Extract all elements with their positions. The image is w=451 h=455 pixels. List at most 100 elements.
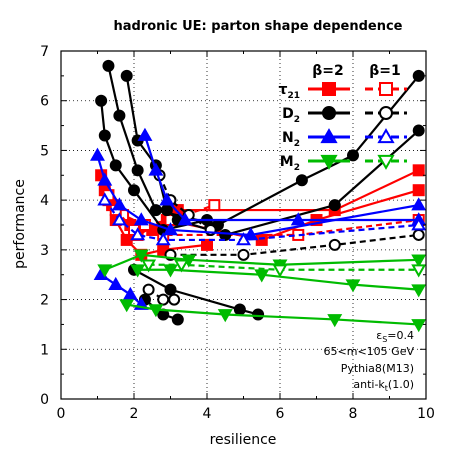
x-axis-label: resilience bbox=[210, 432, 277, 448]
legend: β=2 β=1 τ21 D2 N2 M2 bbox=[279, 63, 407, 173]
y-tick-label: 6 bbox=[40, 94, 49, 110]
y-tick-label: 2 bbox=[40, 293, 49, 309]
data-point bbox=[171, 313, 184, 326]
x-tick-label: 8 bbox=[349, 406, 358, 422]
data-point bbox=[141, 259, 157, 273]
series-line bbox=[143, 135, 419, 222]
legend-marker-filled bbox=[322, 106, 336, 120]
data-point bbox=[155, 232, 171, 246]
data-point bbox=[131, 164, 144, 177]
data-point bbox=[148, 304, 164, 318]
annotation-epsilon: εS=0.4 bbox=[376, 329, 414, 344]
data-point bbox=[102, 59, 115, 72]
data-point bbox=[411, 217, 426, 231]
legend-marker-filled bbox=[320, 154, 338, 170]
data-point bbox=[97, 192, 113, 206]
annotation-generator: Pythia8(M13) bbox=[341, 362, 414, 375]
data-point bbox=[97, 264, 113, 278]
data-point bbox=[160, 204, 173, 217]
data-point bbox=[328, 199, 341, 212]
series-19 bbox=[130, 264, 426, 298]
series-15 bbox=[93, 266, 149, 310]
y-tick-label: 0 bbox=[40, 392, 49, 408]
data-point bbox=[412, 124, 425, 137]
data-point bbox=[163, 222, 178, 236]
series-line bbox=[114, 209, 419, 237]
data-point bbox=[217, 309, 233, 323]
data-point bbox=[113, 109, 126, 122]
data-point bbox=[109, 159, 122, 172]
data-point bbox=[97, 172, 113, 186]
legend-header-beta1: β=1 bbox=[369, 63, 401, 79]
data-point bbox=[412, 228, 425, 241]
data-point bbox=[122, 286, 138, 300]
data-point bbox=[163, 264, 178, 278]
data-point bbox=[133, 212, 149, 226]
data-point bbox=[411, 284, 426, 298]
data-point bbox=[252, 308, 265, 321]
data-point bbox=[412, 184, 425, 197]
legend-header-beta2: β=2 bbox=[312, 63, 344, 79]
data-point bbox=[411, 197, 426, 211]
legend-marker-open bbox=[377, 154, 395, 170]
data-point bbox=[295, 174, 308, 187]
chart-title: hadronic UE: parton shape dependence bbox=[113, 19, 402, 34]
data-point bbox=[328, 238, 341, 251]
data-point bbox=[255, 233, 268, 246]
series-17 bbox=[97, 249, 426, 278]
annotations: εS=0.4 65<m<105 GeV Pythia8(M13) anti-kt… bbox=[324, 329, 415, 393]
data-layer bbox=[90, 59, 426, 333]
data-point bbox=[111, 212, 127, 226]
data-point bbox=[173, 259, 189, 273]
data-point bbox=[168, 293, 181, 306]
data-point bbox=[237, 248, 250, 261]
annotation-jet-alg: anti-kt(1.0) bbox=[353, 378, 414, 393]
data-point bbox=[219, 228, 232, 241]
data-point bbox=[95, 94, 108, 107]
data-point bbox=[345, 279, 361, 293]
legend-marker-open bbox=[377, 128, 395, 144]
legend-marker-open bbox=[379, 106, 393, 120]
data-point bbox=[411, 254, 426, 268]
data-point bbox=[142, 283, 155, 296]
series-line bbox=[158, 174, 212, 231]
annotation-mass-window: 65<m<105 GeV bbox=[324, 345, 415, 358]
data-point bbox=[347, 149, 359, 162]
y-tick-label: 3 bbox=[40, 243, 49, 259]
data-point bbox=[208, 199, 221, 212]
series-16 bbox=[97, 192, 426, 246]
data-point bbox=[90, 147, 105, 161]
data-point bbox=[327, 314, 343, 328]
data-point bbox=[120, 69, 133, 82]
data-point bbox=[164, 283, 177, 296]
data-point bbox=[243, 227, 259, 241]
data-point bbox=[233, 303, 246, 316]
data-point bbox=[148, 162, 164, 176]
x-tick-label: 0 bbox=[57, 406, 66, 422]
legend-marker-filled bbox=[320, 128, 338, 144]
y-axis-label: performance bbox=[12, 179, 28, 269]
x-tick-label: 10 bbox=[417, 406, 435, 422]
data-point bbox=[177, 212, 193, 226]
legend-label-0: τ21 bbox=[279, 82, 300, 101]
legend-label-1: D2 bbox=[282, 106, 300, 125]
y-tick-label: 4 bbox=[40, 193, 49, 209]
data-point bbox=[133, 249, 149, 263]
series-18 bbox=[119, 299, 426, 333]
x-tick-label: 4 bbox=[203, 406, 212, 422]
x-tick-label: 6 bbox=[276, 406, 285, 422]
data-point bbox=[149, 204, 162, 217]
data-point bbox=[130, 227, 146, 241]
data-point bbox=[412, 164, 425, 177]
data-point bbox=[201, 238, 213, 251]
data-point bbox=[159, 192, 175, 206]
series-20 bbox=[141, 259, 426, 278]
data-point bbox=[157, 293, 170, 306]
data-point bbox=[254, 269, 270, 283]
series-line bbox=[133, 268, 259, 316]
data-point bbox=[411, 264, 426, 278]
data-point bbox=[98, 129, 111, 142]
data-point bbox=[290, 212, 306, 226]
ticks: 0 2 4 6 8 10 0 1 2 3 4 5 6 7 bbox=[40, 44, 435, 422]
